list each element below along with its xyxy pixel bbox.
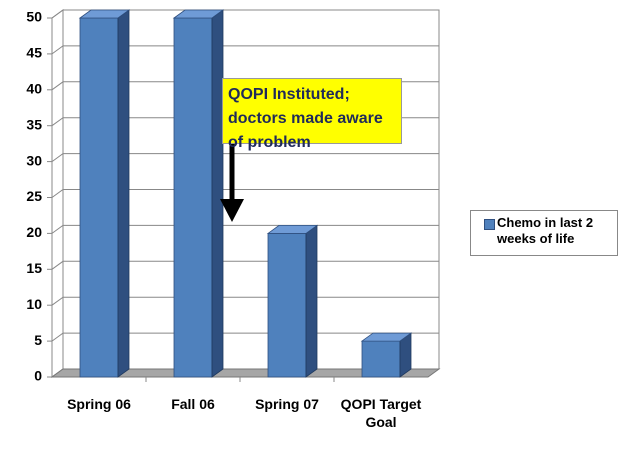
bar-top: [360, 332, 413, 342]
x-tick-label: Spring 07: [255, 396, 319, 412]
bar-top: [266, 224, 319, 234]
legend: Chemo in last 2 weeks of life: [470, 210, 618, 256]
bar-front: [79, 17, 119, 378]
y-tick-label: 50: [26, 9, 42, 25]
bar-front: [267, 232, 307, 378]
legend-swatch: [484, 219, 495, 230]
bar-front: [173, 17, 213, 378]
bar-side: [305, 224, 318, 378]
y-tick-label: 15: [26, 260, 42, 276]
bar: [172, 9, 225, 378]
y-tick-label: 45: [26, 45, 42, 61]
annotation: QOPI Instituted; doctors made aware of p…: [222, 78, 402, 151]
grid-line: [51, 189, 439, 198]
arrow-head: [220, 199, 244, 222]
y-tick-label: 0: [34, 368, 42, 384]
grid-line: [51, 9, 439, 19]
y-tick-label: 20: [26, 224, 42, 240]
x-tick-label: Spring 06: [67, 396, 131, 412]
legend-label: Chemo in last 2 weeks of life: [497, 215, 594, 246]
y-tick-label: 10: [26, 296, 42, 312]
y-tick-label: 25: [26, 188, 42, 204]
y-tick-label: 35: [26, 116, 42, 132]
bar-side: [211, 9, 224, 378]
x-tick-label: Fall 06: [171, 396, 215, 412]
y-tick-label: 30: [26, 152, 42, 168]
bar: [266, 224, 319, 378]
bar-top: [172, 9, 225, 19]
bar: [78, 9, 131, 378]
x-tick-label: QOPI Target Goal: [340, 396, 422, 430]
y-tick-label: 40: [26, 81, 42, 97]
bar-side: [117, 9, 130, 378]
bar-top: [78, 9, 131, 19]
bar: [360, 332, 413, 378]
grid-line: [51, 45, 439, 55]
bar-front: [361, 340, 401, 378]
y-tick-label: 5: [34, 332, 42, 348]
grid-line: [51, 153, 439, 163]
